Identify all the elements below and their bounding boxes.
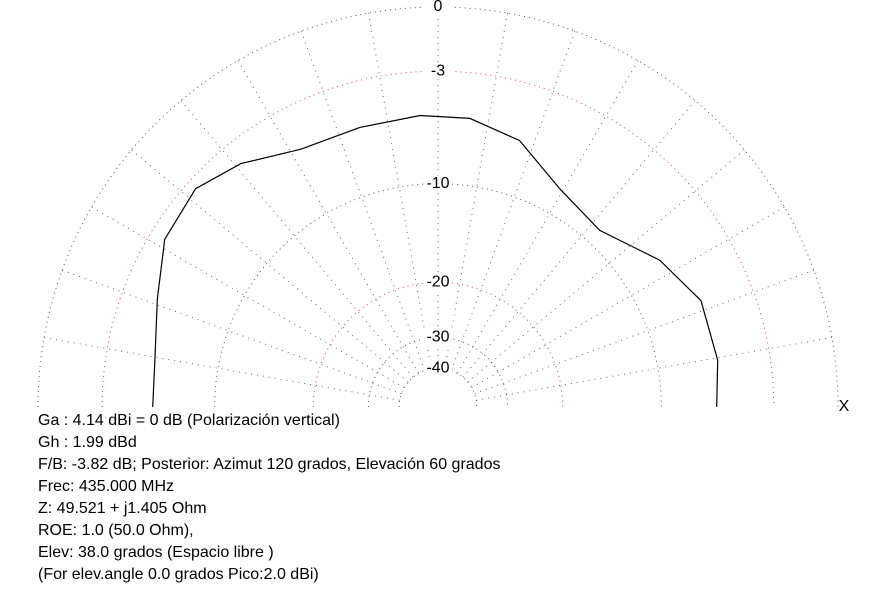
tick-label-bg — [424, 0, 452, 15]
info-line: Gh : 1.99 dBd — [38, 434, 137, 451]
tick-label-bg — [424, 274, 452, 291]
r-tick-label: 0 — [434, 0, 443, 15]
spoke — [467, 149, 745, 383]
spoke — [444, 12, 508, 369]
info-line: ROE: 1.0 (50.0 Ohm), — [38, 522, 194, 539]
spoke — [462, 100, 696, 378]
info-line: (For elev.angle 0.0 grados Pico:2.0 dBi) — [38, 566, 319, 583]
r-tick-label: -40 — [426, 359, 449, 376]
info-line: Z: 49.521 + j1.405 Ohm — [38, 500, 207, 517]
info-line: F/B: -3.82 dB; Posterior: Azimut 120 gra… — [38, 456, 500, 473]
info-line: Ga : 4.14 dBi = 0 dB (Polarización verti… — [38, 412, 340, 429]
spoke — [457, 60, 639, 374]
ring — [101, 70, 775, 408]
spoke — [91, 206, 405, 388]
spoke — [450, 30, 576, 371]
spoke — [237, 60, 419, 374]
spoke — [474, 269, 815, 395]
spoke — [131, 149, 409, 383]
tick-label-bg — [424, 175, 452, 192]
r-tick-label: -20 — [426, 273, 449, 290]
pattern-curve — [152, 114, 719, 408]
spoke — [61, 269, 402, 395]
tick-label-bg — [424, 360, 452, 377]
spoke — [43, 337, 400, 401]
r-tick-label: -3 — [431, 62, 445, 79]
r-tick-label: -10 — [426, 175, 449, 192]
spoke — [476, 337, 833, 401]
r-tick-label: -30 — [426, 329, 449, 346]
tick-label-bg — [424, 63, 452, 80]
tick-label-bg — [424, 329, 452, 346]
info-line: Frec: 435.000 MHz — [38, 478, 174, 495]
spoke — [368, 12, 432, 369]
x-axis-label: X — [839, 398, 850, 415]
spoke — [180, 100, 414, 378]
spoke — [471, 206, 785, 388]
info-line: Elev: 38.0 grados (Espacio libre ) — [38, 544, 274, 561]
spoke — [300, 30, 426, 371]
